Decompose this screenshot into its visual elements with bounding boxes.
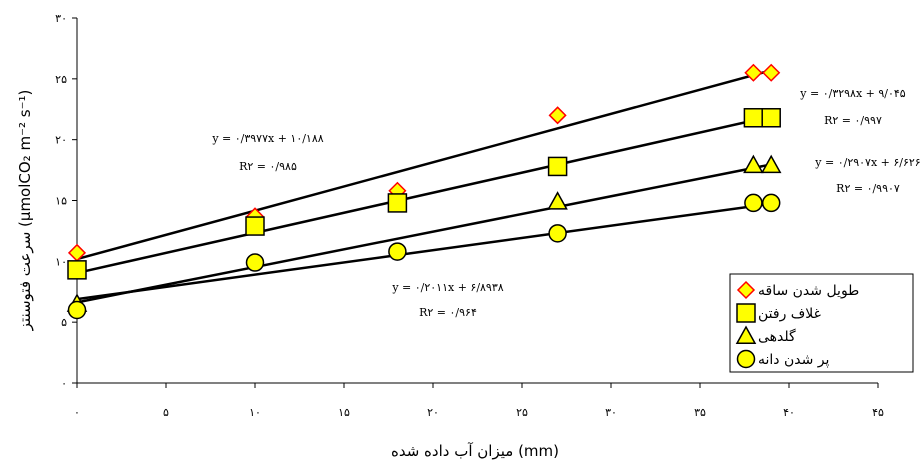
axes: ۰ ۵ ۱۰ ۱۵ ۲۰ ۲۵ ۳۰ ۰ ۵ ۱۰ ۱۵ ۲۰ ۲۵ ۳۰ ۳۵ ۴۰ ۴۵: [55, 12, 884, 419]
legend-item-3-label: گلدهی: [758, 328, 796, 345]
series-1-point: [762, 63, 781, 82]
data-points: [66, 63, 782, 320]
equation-labels: y = ۰/۳۹۷۷x + ۱۰/۱۸۸ R۲ = ۰/۹۸۵ y = ۰/۳۲۹۸…: [211, 87, 920, 319]
y-tick-label: ۲۰: [55, 134, 67, 147]
legend-item-4-marker: [736, 349, 756, 369]
x-tick-label: ۲۰: [427, 406, 439, 419]
y-axis-title: سرعت فتوسنتز (µmolCO₂ m⁻² s⁻¹): [16, 90, 34, 332]
series-4-point: [245, 253, 265, 272]
series-4-r2: R۲ = ۰/۹۶۴: [419, 306, 477, 319]
y-tick-label: ۳۰: [55, 12, 67, 25]
x-tick-label: ۴۰: [783, 406, 795, 419]
y-tick-label: ۲۵: [55, 73, 67, 86]
series-3-r2: R۲ = ۰/۹۹۰۷: [836, 182, 900, 195]
legend-item-1-label: طویل شدن ساقه: [758, 283, 859, 299]
legend-item-2-marker: [736, 303, 756, 323]
series-4-point: [761, 193, 781, 213]
y-tick-label: ۵: [61, 316, 67, 329]
x-tick-label: ۴۵: [872, 406, 884, 419]
series-1-trendline: [76, 69, 772, 261]
series-4-point: [388, 242, 407, 261]
series-3-trendline: [76, 163, 772, 304]
x-tick-label: ۳۵: [694, 406, 706, 419]
y-tick-label: ۰: [61, 377, 67, 390]
series-4-point: [548, 224, 567, 243]
series-4-trendline: [76, 202, 772, 301]
series-2-point: [761, 108, 781, 128]
series-4-equation: y = ۰/۲۰۱۱x + ۶/۸۹۳۸: [391, 281, 503, 294]
series-2-equation: y = ۰/۳۲۹۸x + ۹/۰۴۵: [799, 87, 906, 100]
y-tick-label: ۱۰: [55, 255, 67, 268]
legend-item-3-marker: [735, 325, 757, 344]
x-tick-label: ۱۵: [338, 406, 350, 419]
y-axis-title-group: سرعت فتوسنتز (µmolCO₂ m⁻² s⁻¹): [16, 90, 34, 332]
x-axis-title-group: میزان آب داده شده (mm): [391, 442, 559, 460]
legend-item-1-marker: [736, 280, 756, 300]
series-3-point: [547, 191, 568, 210]
x-tick-label: ۰: [74, 406, 80, 419]
series-3-point: [743, 154, 764, 174]
series-1-equation: y = ۰/۳۹۷۷x + ۱۰/۱۸۸: [211, 132, 323, 145]
series-2-r2: R۲ = ۰/۹۹۷: [824, 114, 882, 127]
legend: طویل شدن ساقه غلاف رفتن گلدهی پر شدن دانه: [729, 273, 914, 373]
series-4-point: [67, 300, 87, 320]
series-2-point: [743, 108, 764, 128]
x-tick-label: ۳۰: [605, 406, 617, 419]
series-2-point: [387, 193, 408, 213]
y-tick-label: ۱۵: [55, 195, 67, 208]
trendlines: [76, 69, 772, 304]
legend-item-4-label: پر شدن دانه: [758, 352, 830, 368]
series-1-point: [548, 106, 567, 125]
series-2-point: [547, 156, 568, 177]
series-1-r2: R۲ = ۰/۹۸۵: [239, 160, 297, 173]
series-2-point: [67, 260, 87, 280]
legend-box: [729, 273, 914, 373]
series-2-trendline: [76, 115, 772, 275]
x-tick-label: ۲۵: [516, 406, 528, 419]
x-tick-label: ۱۰: [249, 406, 261, 419]
series-1-point: [744, 63, 763, 82]
series-4-point: [744, 193, 763, 213]
x-tick-label: ۵: [163, 406, 169, 419]
legend-item-2-label: غلاف رفتن: [758, 306, 821, 322]
series-2-point: [245, 216, 265, 236]
series-3-point: [760, 154, 782, 174]
x-axis-title: میزان آب داده شده (mm): [391, 442, 559, 460]
series-3-equation: y = ۰/۲۹۰۷x + ۶/۶۲۶: [814, 156, 920, 169]
